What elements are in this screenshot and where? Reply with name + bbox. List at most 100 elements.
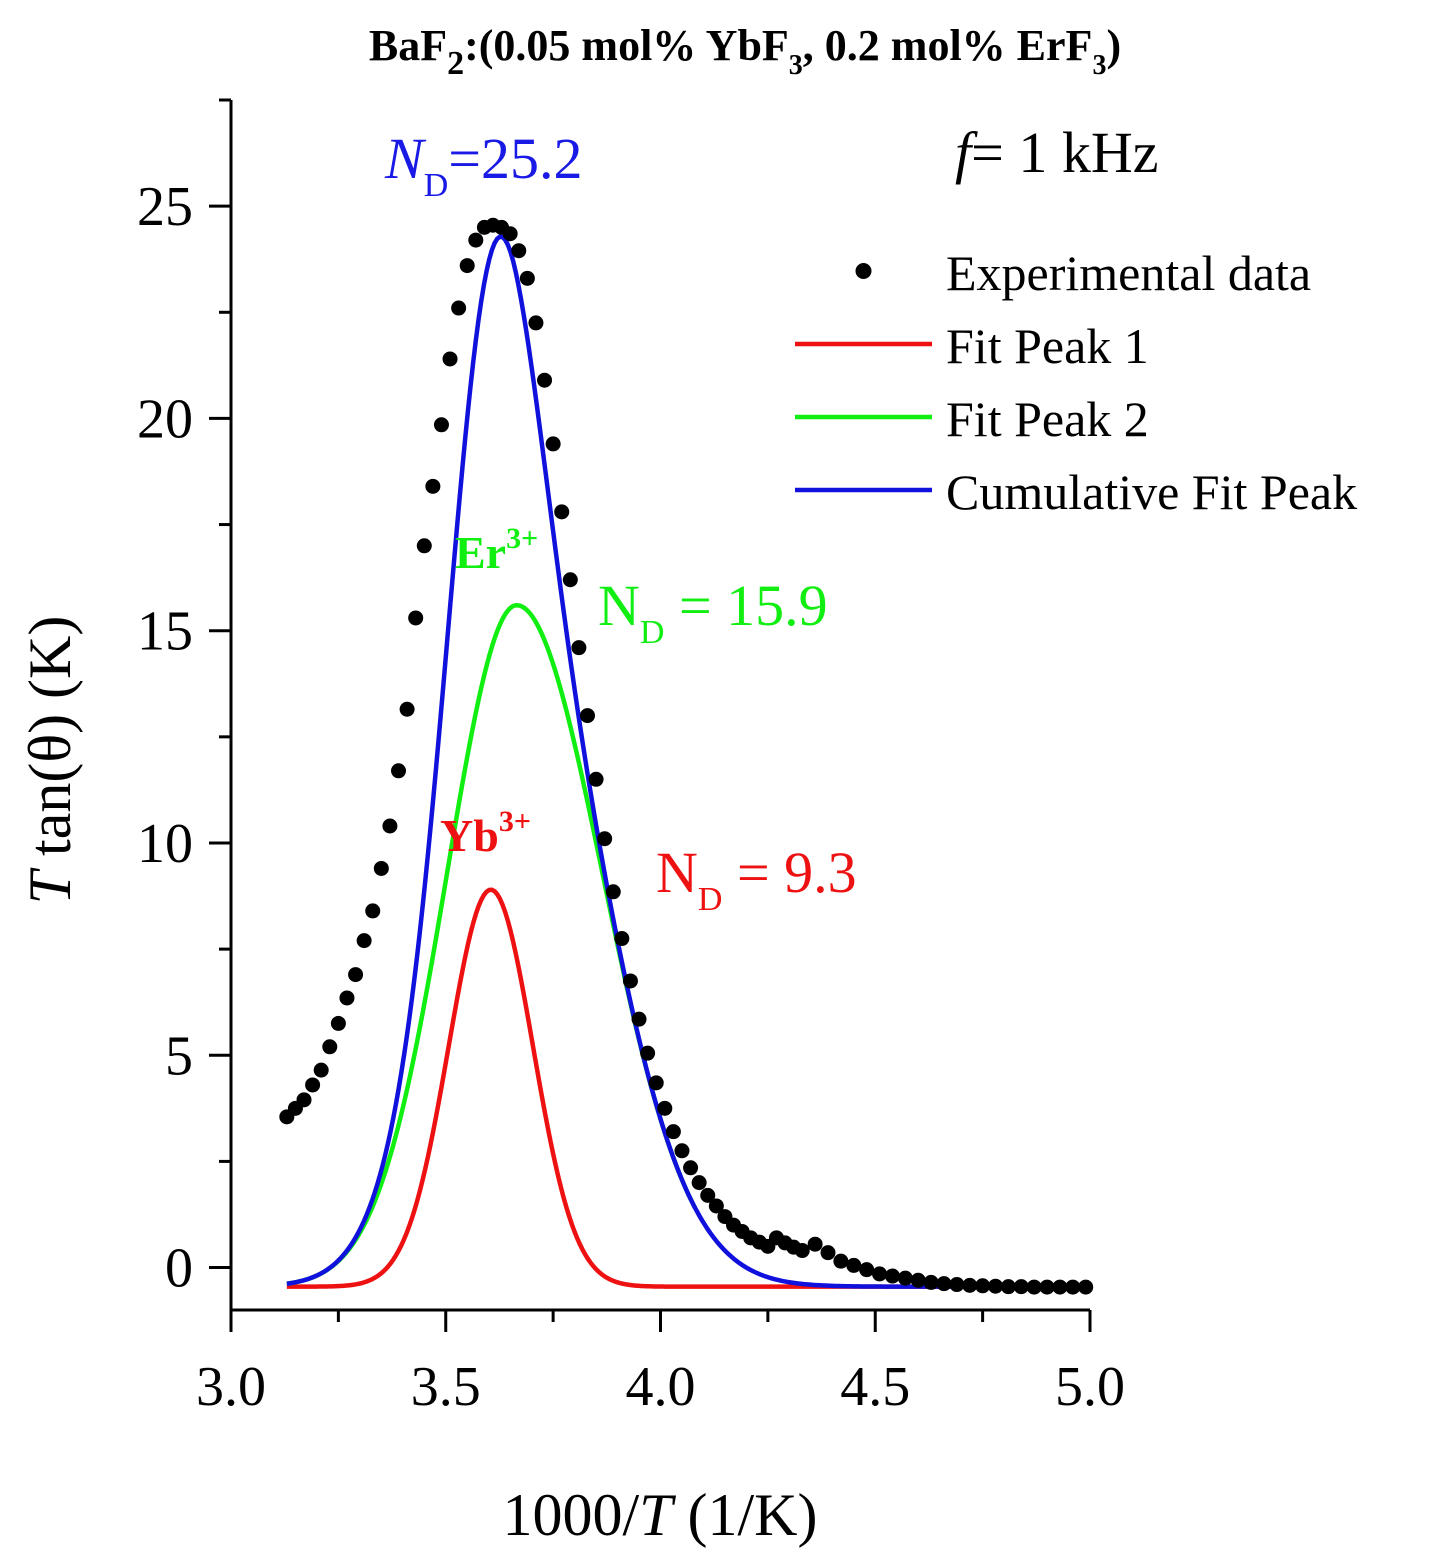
legend-label: Fit Peak 2 [946, 391, 1149, 447]
fit-peak-2-line [286, 602, 697, 1286]
data-point [339, 990, 355, 1006]
data-point [631, 1011, 647, 1027]
data-point [1065, 1279, 1081, 1295]
data-point [691, 1175, 707, 1191]
data-point [846, 1257, 862, 1273]
data-point [700, 1187, 716, 1203]
data-point [807, 1236, 823, 1252]
data-point [356, 933, 372, 949]
y-tick-label: 0 [165, 1238, 193, 1300]
x-label-post: (1/K) [673, 1482, 818, 1548]
data-point [425, 478, 441, 494]
data-point [1013, 1279, 1029, 1295]
data-point [962, 1277, 978, 1293]
data-point [665, 1124, 681, 1140]
ann-p2-sub: D [640, 614, 665, 651]
x-tick-label: 4.5 [840, 1356, 910, 1418]
y-label-post: tan(θ) (K) [17, 616, 83, 871]
y-tick-label: 5 [165, 1025, 193, 1087]
x-tick-label: 3.0 [196, 1356, 266, 1418]
data-point [1052, 1279, 1068, 1295]
legend-label: Cumulative Fit Peak [946, 464, 1357, 520]
data-point [605, 884, 621, 900]
data-point [313, 1062, 329, 1078]
ann-p1-n: N [656, 840, 698, 905]
ann-p1-value: = 9.3 [722, 840, 856, 905]
data-point [614, 931, 630, 947]
data-point [833, 1253, 849, 1269]
annotation-peak1-nd: ND = 9.3 [656, 840, 857, 918]
data-point [442, 351, 458, 367]
data-point [528, 315, 544, 331]
x-tick-label: 3.5 [411, 1356, 481, 1418]
y-tick-label: 15 [137, 601, 193, 663]
title-sub-1: 2 [447, 45, 464, 82]
x-axis-label: 1000/T (1/K) [502, 1482, 817, 1548]
annotation-yb-ion: Yb3+ [440, 805, 531, 861]
ann-p1-sub: D [698, 881, 723, 918]
x-tick-label: 4.0 [626, 1356, 696, 1418]
y-label-italic: T [17, 867, 83, 904]
title-suffix: ) [1106, 21, 1121, 70]
data-point [683, 1160, 699, 1176]
freq-rest: = 1 kHz [971, 120, 1158, 185]
y-tick-label: 20 [137, 388, 193, 450]
y-tick-label: 10 [137, 813, 193, 875]
data-point [348, 967, 364, 983]
data-point [1078, 1279, 1094, 1295]
data-point [975, 1278, 991, 1294]
data-point [859, 1262, 875, 1278]
data-point [1039, 1279, 1055, 1295]
y-tick-label: 25 [137, 176, 193, 238]
title-sub-3: 3 [1092, 50, 1106, 81]
data-point [936, 1276, 952, 1292]
data-point [433, 417, 449, 433]
data-point [884, 1268, 900, 1284]
x-label-pre: 1000/ [502, 1482, 639, 1548]
legend-marker-dot [855, 263, 872, 279]
ann-p2-n: N [598, 573, 640, 638]
x-ticks: 3.0 3.5 4.0 4.5 5.0 [196, 1310, 1125, 1418]
title-mid-1: :(0.05 mol% YbF [464, 21, 789, 70]
chart-title: BaF2:(0.05 mol% YbF3, 0.2 mol% ErF3) [369, 21, 1121, 82]
data-point [708, 1198, 724, 1214]
y-ticks: 0 5 10 15 20 25 [137, 98, 231, 1300]
data-point [923, 1274, 939, 1290]
data-point [872, 1266, 888, 1282]
data-point [373, 860, 389, 876]
legend-label: Experimental data [946, 245, 1311, 301]
data-point [674, 1143, 690, 1159]
data-point [451, 300, 467, 316]
title-sub-2: 3 [789, 50, 803, 81]
experimental-points [279, 217, 1094, 1295]
data-point [622, 973, 638, 989]
data-point [588, 771, 604, 787]
x-tick-label: 5.0 [1055, 1356, 1125, 1418]
ann-er-base: Er [455, 527, 506, 578]
data-point [511, 243, 527, 259]
data-point [562, 572, 578, 588]
title-prefix: BaF [369, 21, 447, 70]
data-point [988, 1278, 1004, 1294]
data-point [365, 903, 381, 919]
ann-er-sup: 3+ [506, 522, 538, 555]
x-label-italic: T [639, 1482, 676, 1548]
data-point [579, 708, 595, 724]
data-point [416, 538, 432, 554]
data-point [657, 1100, 673, 1116]
data-point [820, 1245, 836, 1261]
ann-cum-value: =25.2 [448, 126, 582, 191]
data-point [408, 610, 424, 626]
y-axis-label: T tan(θ) (K) [17, 616, 83, 905]
data-point [910, 1272, 926, 1288]
data-point [382, 818, 398, 834]
data-point [571, 640, 587, 656]
data-point [296, 1092, 312, 1108]
data-point [468, 232, 484, 248]
data-point [399, 701, 415, 717]
data-point [648, 1075, 664, 1091]
data-point [519, 270, 535, 286]
ann-yb-sup: 3+ [499, 805, 531, 838]
title-mid-2: , 0.2 mol% ErF [803, 21, 1093, 70]
